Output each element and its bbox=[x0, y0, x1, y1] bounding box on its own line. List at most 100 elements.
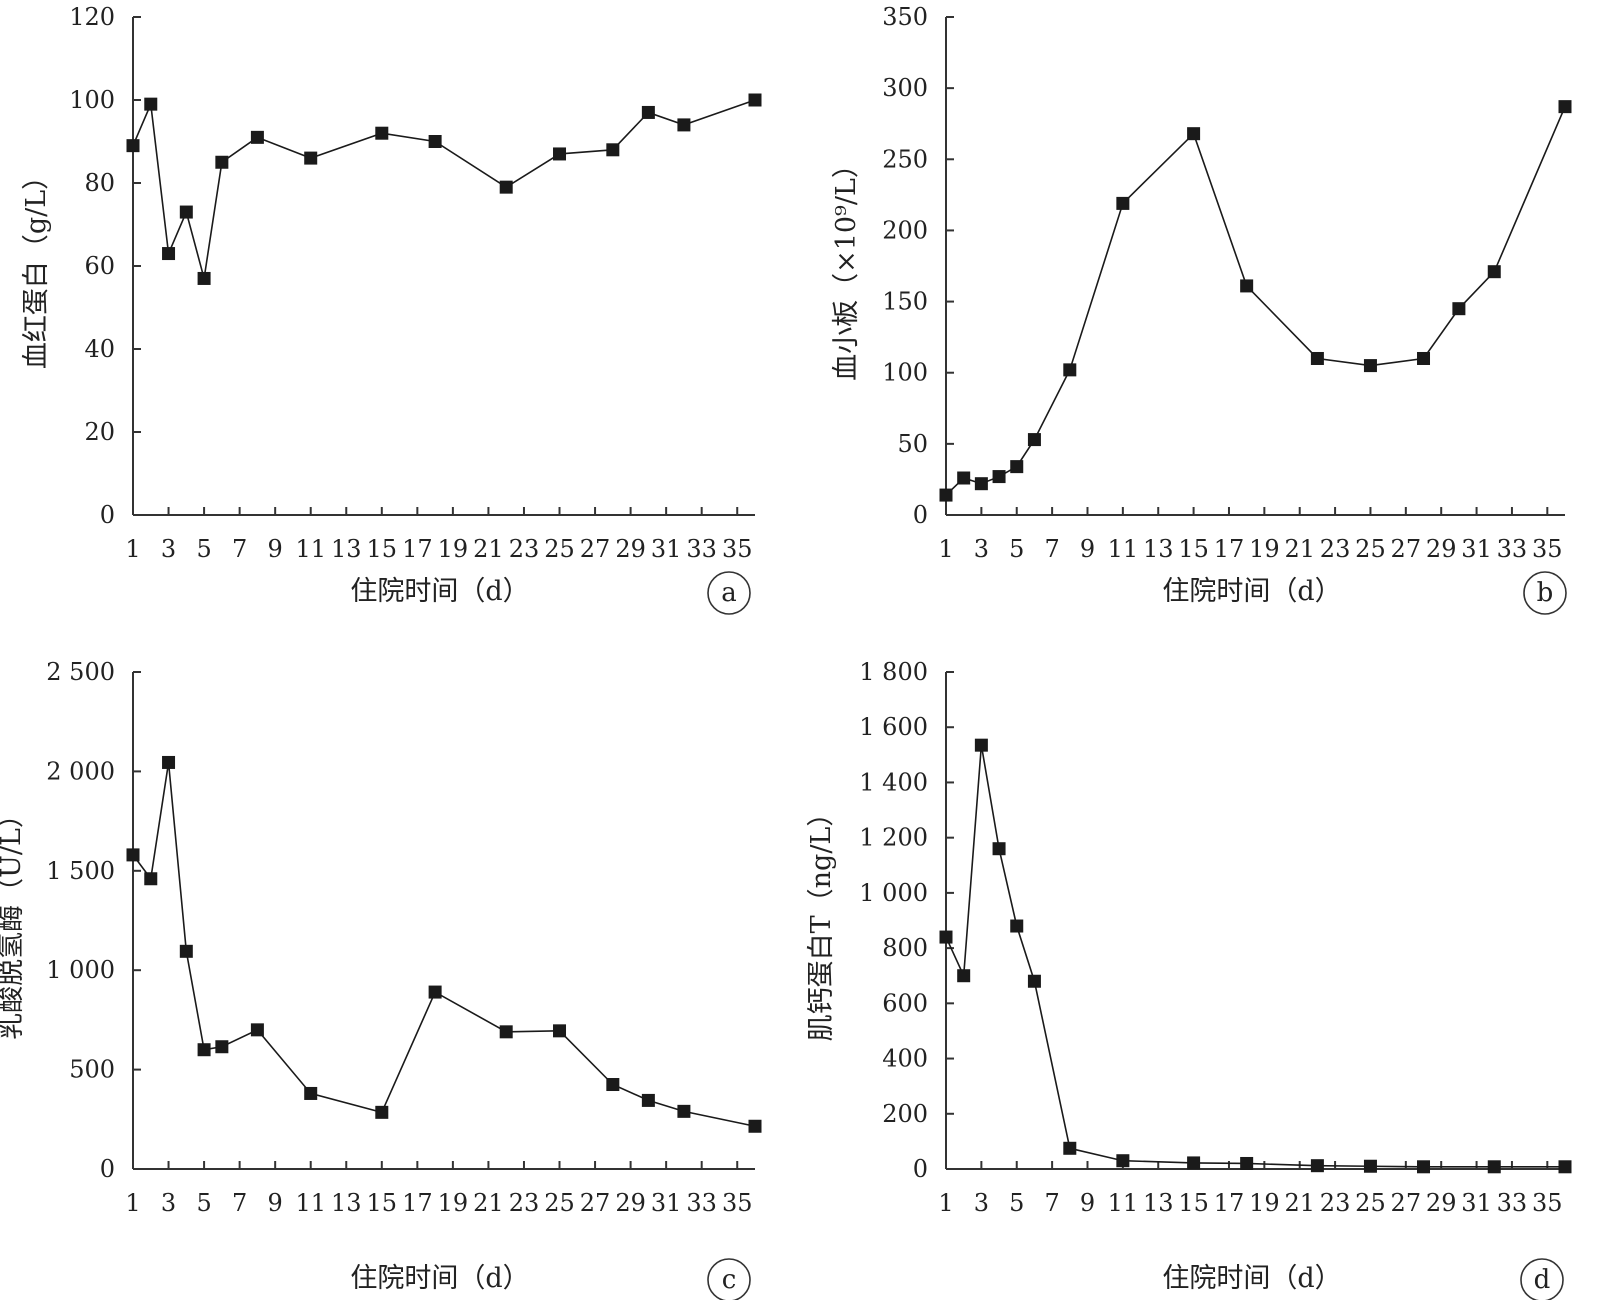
chart-c-data-point bbox=[197, 1043, 211, 1057]
chart-b-x-tick-label: 15 bbox=[1178, 535, 1209, 563]
chart-d-data-point bbox=[1417, 1160, 1431, 1174]
chart-c-data-point bbox=[250, 1023, 264, 1037]
chart-b-y-tick-label: 50 bbox=[897, 430, 928, 458]
chart-b-series-line bbox=[945, 106, 1566, 496]
chart-a-data-point bbox=[197, 271, 211, 285]
chart-c-data-point bbox=[375, 1105, 389, 1119]
chart-a-x-tick-label: 13 bbox=[331, 535, 362, 563]
chart-b-data-point bbox=[939, 488, 953, 502]
chart-b-y-tick-label: 0 bbox=[913, 501, 928, 529]
chart-b-data-point bbox=[1063, 363, 1077, 377]
chart-c-x-tick-label: 15 bbox=[367, 1189, 398, 1217]
chart-d-x-tick-label: 21 bbox=[1284, 1189, 1315, 1217]
chart-c-x-tick-label: 27 bbox=[580, 1189, 611, 1217]
chart-d-data-point bbox=[1027, 974, 1041, 988]
chart-a-data-point bbox=[126, 139, 140, 153]
chart-a-data-point bbox=[553, 147, 567, 161]
chart-d-data-point bbox=[1187, 1156, 1201, 1170]
chart-d-x-tick-label: 1 bbox=[938, 1189, 953, 1217]
chart-c-y-tick-label: 0 bbox=[100, 1155, 115, 1183]
chart-d-x-tick-label: 31 bbox=[1461, 1189, 1492, 1217]
chart-a-x-tick-label: 31 bbox=[651, 535, 682, 563]
chart-d-y-tick-label: 1 400 bbox=[859, 768, 928, 796]
chart-a-data-point bbox=[641, 105, 655, 119]
chart-c-data-point bbox=[428, 985, 442, 999]
chart-b-data-point bbox=[1363, 359, 1377, 373]
chart-d-data-point bbox=[939, 930, 953, 944]
chart-c-x-tick-label: 23 bbox=[509, 1189, 540, 1217]
chart-a-data-point bbox=[606, 143, 620, 157]
chart-d-data-point bbox=[974, 738, 988, 752]
chart-b-data-point bbox=[1310, 351, 1324, 365]
chart-a-x-tick-label: 17 bbox=[402, 535, 433, 563]
chart-a-data-point bbox=[748, 93, 762, 107]
chart-a-y-tick-label: 100 bbox=[69, 86, 115, 114]
chart-c-data-point bbox=[606, 1078, 620, 1092]
chart-c-x-tick-label: 11 bbox=[295, 1189, 326, 1217]
chart-b-y-tick-label: 300 bbox=[882, 74, 928, 102]
chart-b-data-point bbox=[1558, 100, 1572, 114]
chart-b-x-tick-label: 19 bbox=[1249, 535, 1280, 563]
chart-b-data-point bbox=[1417, 351, 1431, 365]
chart-c-x-tick-label: 3 bbox=[161, 1189, 176, 1217]
chart-a-x-tick-label: 11 bbox=[295, 535, 326, 563]
chart-d-x-axis-label: 住院时间（d） bbox=[1162, 1263, 1341, 1294]
chart-d-x-tick-label: 17 bbox=[1214, 1189, 1245, 1217]
chart-a-x-tick-label: 15 bbox=[367, 535, 398, 563]
chart-d-panel-letter: d bbox=[1534, 1265, 1551, 1295]
chart-a-y-tick-label: 20 bbox=[84, 418, 115, 446]
chart-a-data-point bbox=[215, 155, 229, 169]
chart-d-x-tick-label: 29 bbox=[1426, 1189, 1457, 1217]
chart-c-data-point bbox=[215, 1040, 229, 1054]
chart-d-data-point bbox=[992, 842, 1006, 856]
chart-a-y-tick-label: 0 bbox=[100, 501, 115, 529]
chart-a-x-tick-label: 3 bbox=[161, 535, 176, 563]
chart-b-x-tick-label: 35 bbox=[1532, 535, 1563, 563]
chart-d-x-tick-label: 25 bbox=[1355, 1189, 1386, 1217]
chart-c-x-tick-label: 19 bbox=[438, 1189, 469, 1217]
chart-c-x-tick-label: 13 bbox=[331, 1189, 362, 1217]
chart-c-data-point bbox=[553, 1024, 567, 1038]
chart-d-y-tick-label: 1 000 bbox=[859, 879, 928, 907]
chart-a-data-point bbox=[144, 97, 158, 111]
chart-c-panel-letter: c bbox=[722, 1265, 737, 1295]
chart-d-y-tick-label: 800 bbox=[882, 934, 928, 962]
chart-d-x-tick-label: 35 bbox=[1532, 1189, 1563, 1217]
chart-d-y-tick-label: 1 600 bbox=[859, 713, 928, 741]
chart-c-data-point bbox=[126, 848, 140, 862]
chart-d-data-point bbox=[1310, 1159, 1324, 1173]
chart-a-x-tick-label: 29 bbox=[615, 535, 646, 563]
chart-a-x-tick-label: 25 bbox=[544, 535, 575, 563]
chart-b-x-tick-label: 11 bbox=[1108, 535, 1139, 563]
chart-a-data-point bbox=[375, 126, 389, 140]
chart-d-x-tick-label: 9 bbox=[1080, 1189, 1095, 1217]
chart-b-x-tick-label: 33 bbox=[1497, 535, 1528, 563]
chart-c-y-tick-label: 500 bbox=[69, 1056, 115, 1084]
chart-b-x-tick-label: 7 bbox=[1044, 535, 1059, 563]
chart-b-panel-letter: b bbox=[1537, 578, 1554, 608]
chart-a-data-point bbox=[250, 130, 264, 144]
chart-a-x-tick-label: 19 bbox=[438, 535, 469, 563]
chart-b-x-tick-label: 5 bbox=[1009, 535, 1024, 563]
chart-d-y-tick-label: 1 800 bbox=[859, 658, 928, 686]
chart-a-data-point bbox=[304, 151, 318, 165]
chart-d-x-tick-label: 7 bbox=[1044, 1189, 1059, 1217]
chart-b-x-tick-label: 9 bbox=[1080, 535, 1095, 563]
chart-b-y-tick-label: 150 bbox=[882, 288, 928, 316]
chart-d-x-tick-label: 3 bbox=[974, 1189, 989, 1217]
chart-a-x-axis-label: 住院时间（d） bbox=[350, 576, 529, 607]
chart-c-data-point bbox=[748, 1119, 762, 1133]
chart-c-x-tick-label: 29 bbox=[615, 1189, 646, 1217]
chart-d-series-line bbox=[945, 745, 1565, 1168]
chart-a-x-tick-label: 1 bbox=[125, 535, 140, 563]
chart-b-y-tick-label: 350 bbox=[882, 3, 928, 31]
chart-a-x-tick-label: 33 bbox=[686, 535, 717, 563]
chart-b-y-tick-label: 200 bbox=[882, 216, 928, 244]
chart-c-y-tick-label: 1 500 bbox=[46, 857, 115, 885]
chart-a-x-tick-label: 7 bbox=[232, 535, 247, 563]
chart-c-x-tick-label: 21 bbox=[473, 1189, 504, 1217]
chart-b-y-tick-label: 250 bbox=[882, 145, 928, 173]
